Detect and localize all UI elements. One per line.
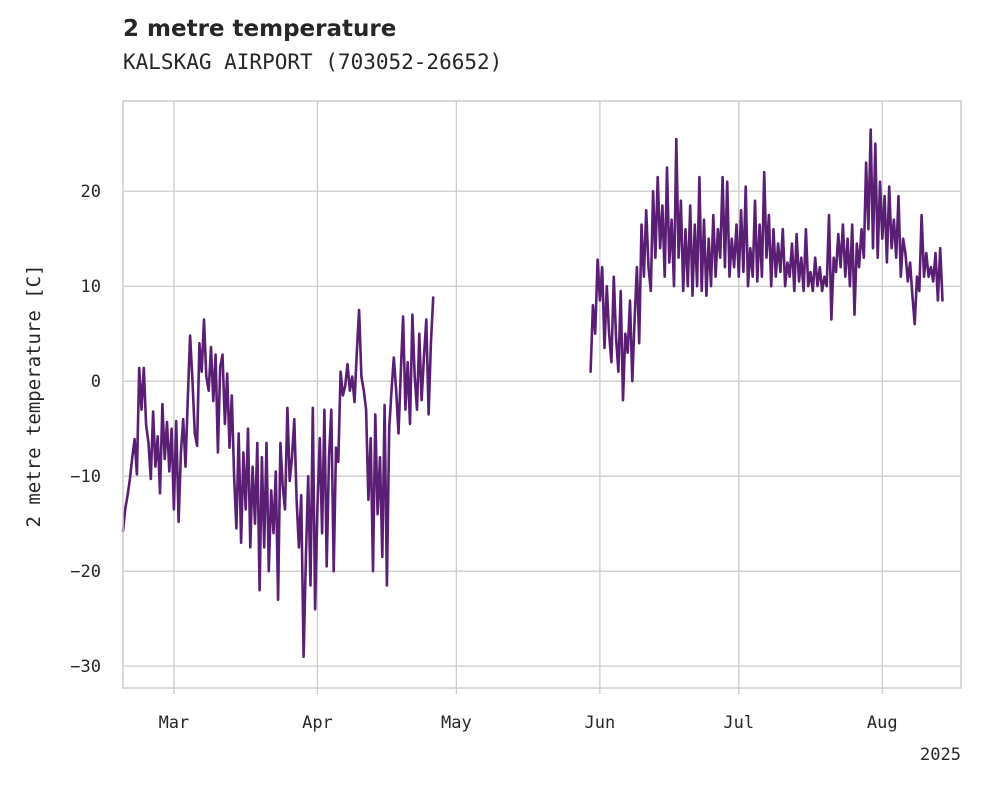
- x-tick-label: Aug: [867, 713, 898, 733]
- y-tick-label: 0: [91, 372, 101, 392]
- x-ticks: Mar Apr May Jun Jul Aug: [159, 688, 898, 733]
- x-tick-label: Jul: [723, 713, 754, 733]
- plot-frame: [122, 100, 962, 689]
- y-tick-label: −20: [70, 562, 101, 582]
- x-tick-label: May: [441, 713, 472, 733]
- y-tick-label: 20: [81, 182, 101, 202]
- x-tick-label: Mar: [159, 713, 190, 733]
- y-tick-label: 10: [81, 277, 101, 297]
- x-year-label: 2025: [920, 745, 961, 765]
- x-tick-label: Jun: [585, 713, 616, 733]
- x-tick-label: Apr: [302, 713, 333, 733]
- series-layer: [121, 128, 944, 658]
- y-ticks: 20 10 0 −10 −20 −30: [70, 182, 101, 677]
- chart-title: 2 metre temperature: [123, 16, 397, 42]
- y-axis-label: 2 metre temperature [C]: [23, 264, 45, 527]
- chart-subtitle: KALSKAG AIRPORT (703052-26652): [123, 50, 503, 74]
- y-tick-label: −30: [70, 657, 101, 677]
- temperature-series-line: [121, 128, 944, 658]
- gridlines: [123, 101, 961, 688]
- y-tick-label: −10: [70, 467, 101, 487]
